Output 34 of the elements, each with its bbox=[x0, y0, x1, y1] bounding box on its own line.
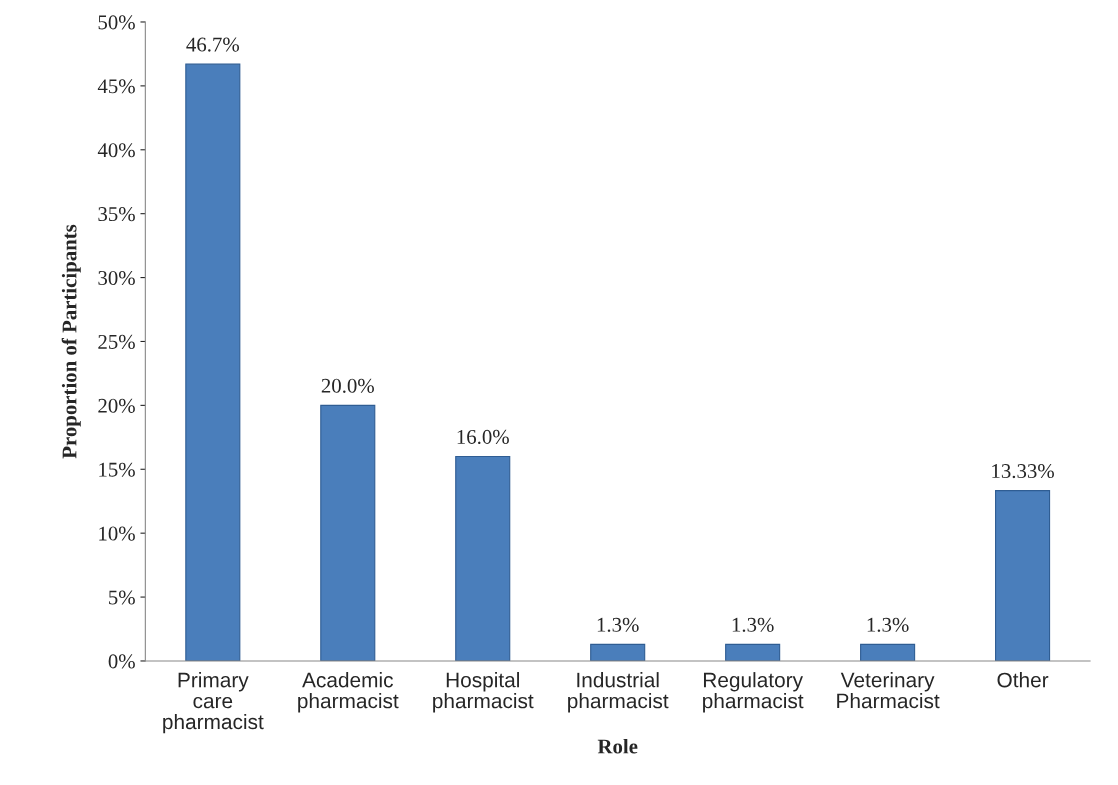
bar bbox=[320, 404, 376, 661]
x-tick-label: Veterinary Pharmacist bbox=[837, 672, 940, 709]
y-tick-label: 0% bbox=[108, 654, 135, 669]
data-label: 46.7% bbox=[186, 37, 240, 52]
bar bbox=[455, 455, 511, 661]
x-tick-label: Industrial pharmacist bbox=[568, 672, 669, 713]
x-tick-label: Hospital pharmacist bbox=[433, 672, 534, 713]
bar bbox=[860, 643, 916, 661]
x-tick-label: Other bbox=[997, 672, 1049, 688]
y-tick-label: 35% bbox=[98, 207, 135, 222]
y-axis-title: Proportion of Participants bbox=[61, 224, 81, 459]
y-tick-label: 50% bbox=[98, 15, 135, 30]
y-tick-label: 5% bbox=[109, 590, 135, 605]
x-tick-label: Academic pharmacist bbox=[298, 672, 399, 713]
y-tick-label: 30% bbox=[98, 270, 135, 286]
bar bbox=[725, 643, 781, 661]
y-tick-label: 45% bbox=[97, 79, 135, 94]
y-tick-label: 40% bbox=[97, 143, 135, 158]
x-tick-label: Primary care pharmacist bbox=[163, 672, 264, 734]
bar bbox=[185, 63, 241, 661]
data-label: 16.0% bbox=[457, 429, 509, 445]
y-tick-label: 15% bbox=[99, 462, 135, 477]
y-tick-label: 20% bbox=[98, 398, 135, 413]
y-tick-label: 10% bbox=[99, 526, 135, 541]
data-label: 1.3% bbox=[597, 617, 639, 632]
x-tick-label: Regulatory pharmacist bbox=[703, 672, 804, 713]
y-tick-label: 25% bbox=[98, 334, 135, 349]
data-label: 1.3% bbox=[867, 617, 909, 632]
bar bbox=[995, 490, 1051, 661]
data-label: 13.33% bbox=[992, 463, 1054, 479]
data-label: 1.3% bbox=[732, 617, 774, 632]
x-axis-title: Role bbox=[597, 738, 638, 754]
data-label: 20.0% bbox=[321, 378, 374, 393]
bar bbox=[590, 643, 646, 661]
